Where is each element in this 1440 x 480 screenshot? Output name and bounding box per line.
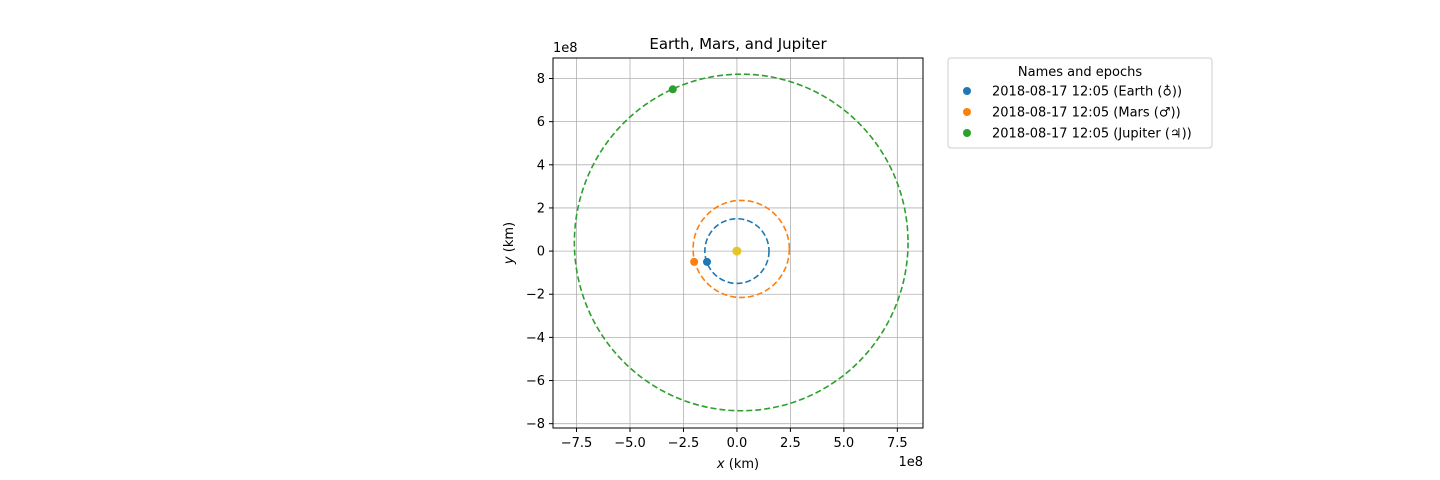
legend-marker	[963, 129, 971, 137]
legend-label: 2018-08-17 12:05 (Earth (♁))	[992, 85, 1182, 100]
y-tick-label: 0	[537, 245, 545, 260]
y-axis-offset-label: 1e8	[553, 41, 578, 56]
y-tick-label: 4	[537, 158, 545, 173]
legend-label: 2018-08-17 12:05 (Jupiter (♃))	[992, 127, 1192, 142]
orbit-line	[704, 217, 770, 285]
y-tick-label: −2	[526, 288, 545, 303]
x-tick-label: 7.5	[887, 436, 908, 451]
x-tick-label: 0.0	[727, 436, 748, 451]
x-tick-label: 5.0	[834, 436, 855, 451]
orbit-lines	[573, 73, 909, 412]
x-tick-label: −2.5	[668, 436, 700, 451]
legend-marker	[963, 108, 971, 116]
legend-entries: 2018-08-17 12:05 (Earth (♁)) 2018-08-17 1…	[963, 85, 1192, 142]
x-axis-unit: (km)	[725, 457, 759, 472]
y-tick-label: 6	[537, 115, 545, 130]
legend-marker	[963, 87, 971, 95]
planet-markers	[668, 85, 742, 266]
y-axis-unit: (km)	[502, 222, 517, 256]
x-axis-title: x (km)	[716, 457, 759, 472]
y-tick-label: −4	[526, 331, 545, 346]
sun-marker	[732, 246, 742, 256]
y-axis-variable: y	[502, 256, 517, 265]
legend: Names and epochs 2018-08-17 12:05 (Earth…	[947, 57, 1213, 149]
planet-marker	[702, 257, 711, 266]
planet-marker	[668, 85, 677, 94]
chart-title: Earth, Mars, and Jupiter	[649, 35, 827, 53]
x-axis-variable: x	[716, 457, 725, 472]
y-tick-label: −6	[526, 374, 545, 389]
planet-marker	[690, 257, 699, 266]
x-axis-offset-label: 1e8	[898, 455, 923, 470]
axis-ticks: −7.5 −5.0 −2.5 0.0 2.5 5.0 7.5 −8 −6 −4 −2 0 2 4 6 8	[526, 72, 908, 451]
legend-title: Names and epochs	[1018, 65, 1142, 80]
legend-label: 2018-08-17 12:05 (Mars (♂))	[992, 106, 1181, 121]
grid	[553, 58, 923, 428]
y-tick-label: 2	[537, 201, 545, 216]
orbit-line	[573, 73, 909, 412]
x-tick-label: −7.5	[561, 436, 593, 451]
legend-frame	[947, 57, 1213, 149]
y-axis-title: y (km)	[502, 222, 517, 265]
y-tick-label: −8	[526, 417, 545, 432]
orbit-line	[692, 199, 791, 299]
y-tick-label: 8	[537, 72, 545, 87]
axes-frame	[552, 57, 924, 429]
x-tick-label: 2.5	[780, 436, 801, 451]
x-tick-label: −5.0	[614, 436, 646, 451]
